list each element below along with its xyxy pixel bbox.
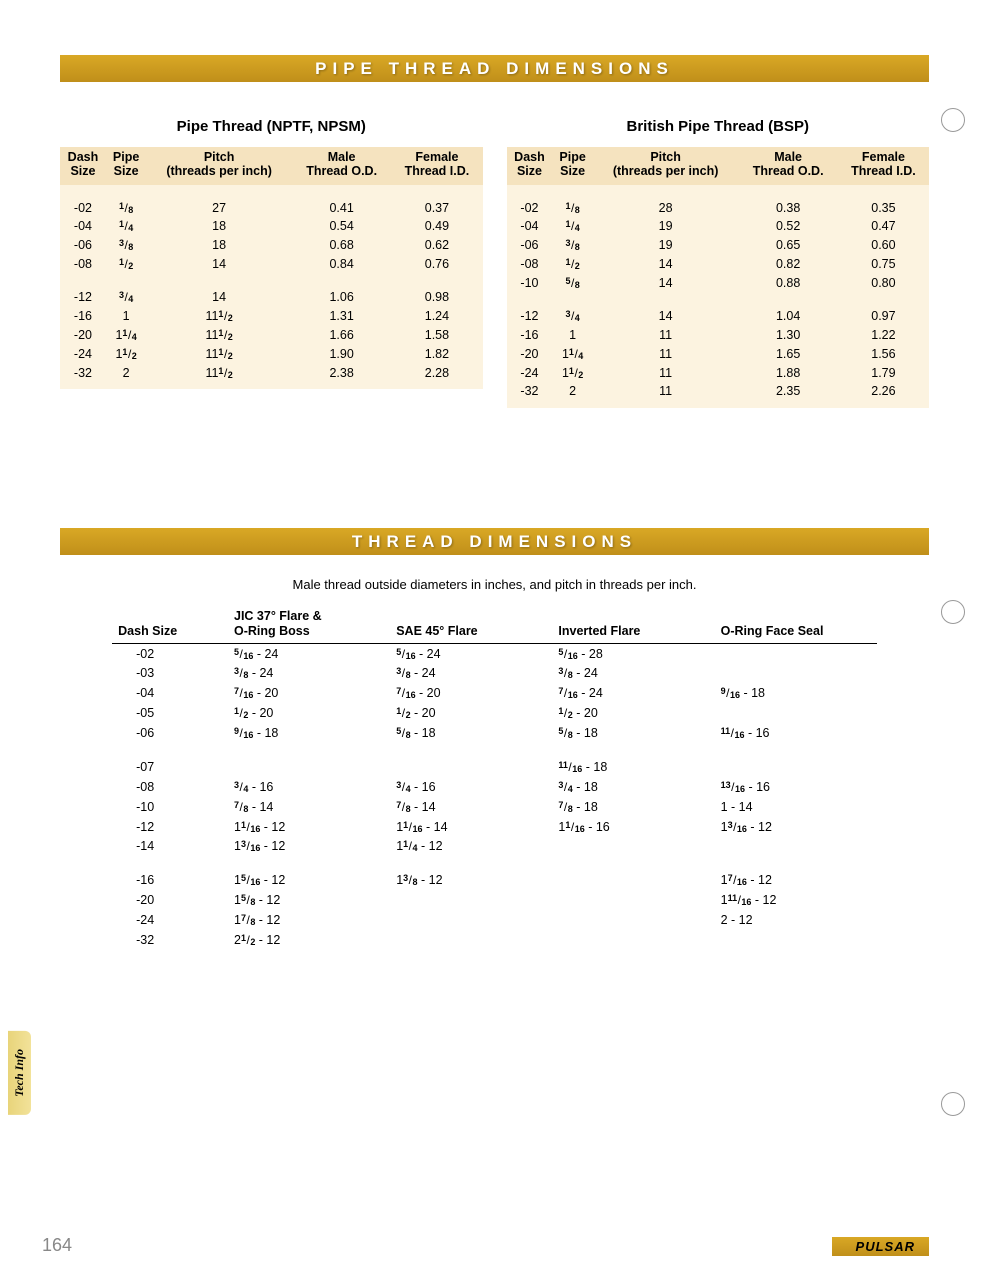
table-row: -123/4141.040.97 xyxy=(507,307,930,326)
table-row: -161111/21.311.24 xyxy=(60,307,483,326)
table-row: -063/8180.680.62 xyxy=(60,236,483,255)
pipe-right-title: British Pipe Thread (BSP) xyxy=(507,118,930,135)
table-row: -161111.301.22 xyxy=(507,326,930,345)
table-row: -1615/16 - 1213/8 - 1217/16 - 12 xyxy=(112,871,877,891)
col-header: Dash xyxy=(507,147,553,165)
table-row: -322111/22.382.28 xyxy=(60,364,483,390)
punch-hole-icon xyxy=(941,108,965,132)
thread-table: Dash SizeJIC 37° Flare &O-Ring BossSAE 4… xyxy=(112,606,877,950)
table-row: -2411/2111/21.901.82 xyxy=(60,345,483,364)
col-subheader: Thread I.D. xyxy=(838,165,929,185)
table-row: -069/16 - 185/8 - 185/8 - 1811/16 - 16 xyxy=(112,724,877,744)
table-row: -2011/4111.651.56 xyxy=(507,345,930,364)
col-subheader: Thread O.D. xyxy=(738,165,837,185)
table-row: -105/8140.880.80 xyxy=(507,274,930,293)
col-header: JIC 37° Flare &O-Ring Boss xyxy=(228,606,390,643)
col-header: Inverted Flare xyxy=(552,606,714,643)
table-row: -322112.352.26 xyxy=(507,382,930,408)
banner-thread: THREAD DIMENSIONS xyxy=(60,528,929,555)
col-subheader: Thread I.D. xyxy=(391,165,482,185)
col-header: Dash xyxy=(60,147,106,165)
table-row: -081/2140.820.75 xyxy=(507,255,930,274)
table-row: -021/8280.380.35 xyxy=(507,199,930,218)
punch-hole-icon xyxy=(941,600,965,624)
table-row: -081/2140.840.76 xyxy=(60,255,483,274)
table-row: -083/4 - 163/4 - 163/4 - 1813/16 - 16 xyxy=(112,777,877,797)
table-row: -021/8270.410.37 xyxy=(60,199,483,218)
col-header: Pipe xyxy=(106,147,146,165)
col-subheader: Thread O.D. xyxy=(292,165,391,185)
col-header: Pitch xyxy=(146,147,292,165)
col-header: Male xyxy=(738,147,837,165)
col-subheader: Size xyxy=(552,165,592,185)
col-subheader: (threads per inch) xyxy=(593,165,739,185)
col-header: Male xyxy=(292,147,391,165)
table-row: -2417/8 - 122 - 12 xyxy=(112,911,877,931)
table-row: -047/16 - 207/16 - 207/16 - 249/16 - 18 xyxy=(112,684,877,704)
pipe-tables-row: Pipe Thread (NPTF, NPSM) DashPipePitchMa… xyxy=(60,104,929,408)
col-subheader: (threads per inch) xyxy=(146,165,292,185)
banner-pipe-thread: PIPE THREAD DIMENSIONS xyxy=(60,55,929,82)
table-row: -2411/2111.881.79 xyxy=(507,364,930,383)
brand-footer: PULSAR xyxy=(832,1237,929,1256)
table-row: -3221/2 - 12 xyxy=(112,930,877,950)
table-row: -063/8190.650.60 xyxy=(507,236,930,255)
table-row: -051/2 - 201/2 - 201/2 - 20 xyxy=(112,704,877,724)
col-header: SAE 45° Flare xyxy=(390,606,552,643)
pipe-left-title: Pipe Thread (NPTF, NPSM) xyxy=(60,118,483,135)
table-row: -033/8 - 243/8 - 243/8 - 24 xyxy=(112,664,877,684)
page-number: 164 xyxy=(42,1235,72,1256)
table-row: -1413/16 - 1211/4 - 12 xyxy=(112,837,877,857)
col-header: Female xyxy=(391,147,482,165)
table-row: -025/16 - 245/16 - 245/16 - 28 xyxy=(112,644,877,664)
col-header: Dash Size xyxy=(112,606,228,643)
pipe-left-table: DashPipePitchMaleFemaleSizeSize(threads … xyxy=(60,147,483,389)
table-row: -041/4180.540.49 xyxy=(60,217,483,236)
col-header: Pipe xyxy=(552,147,592,165)
table-row: -0711/16 - 18 xyxy=(112,757,877,777)
col-subheader: Size xyxy=(507,165,553,185)
table-row: -123/4141.060.98 xyxy=(60,288,483,307)
side-tab: Tech Info xyxy=(8,1031,31,1115)
col-subheader: Size xyxy=(106,165,146,185)
col-header: Pitch xyxy=(593,147,739,165)
table-row: -1211/16 - 1211/16 - 1411/16 - 1613/16 -… xyxy=(112,817,877,837)
punch-hole-icon xyxy=(941,1092,965,1116)
pipe-right-table: DashPipePitchMaleFemaleSizeSize(threads … xyxy=(507,147,930,408)
table-row: -2011/4111/21.661.58 xyxy=(60,326,483,345)
col-header: O-Ring Face Seal xyxy=(715,606,877,643)
table-row: -041/4190.520.47 xyxy=(507,217,930,236)
table-row: -2015/8 - 12111/16 - 12 xyxy=(112,891,877,911)
thread-subtitle: Male thread outside diameters in inches,… xyxy=(60,577,929,592)
table-row: -107/8 - 147/8 - 147/8 - 181 - 14 xyxy=(112,797,877,817)
col-subheader: Size xyxy=(60,165,106,185)
col-header: Female xyxy=(838,147,929,165)
